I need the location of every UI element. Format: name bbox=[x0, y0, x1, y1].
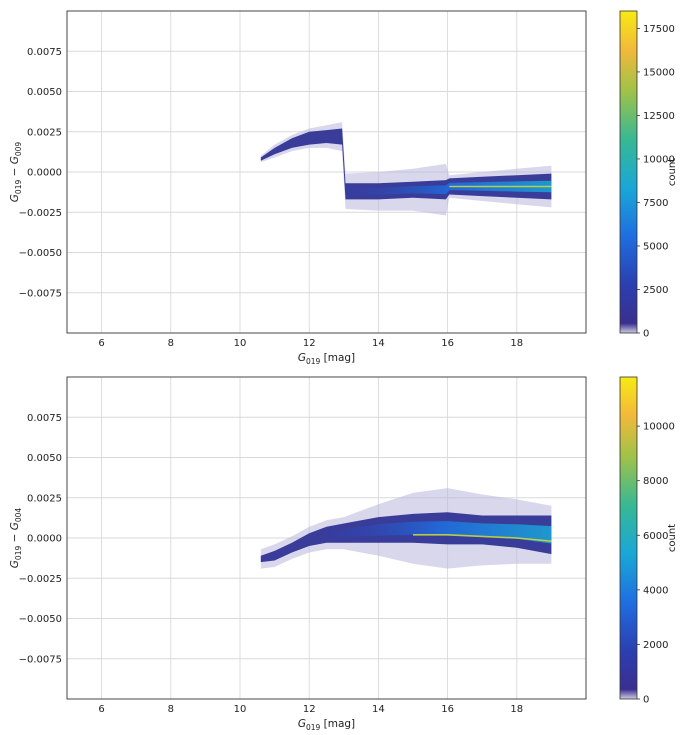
y-axis-label-left: G bbox=[9, 194, 21, 202]
colorbar-label: count bbox=[667, 524, 678, 552]
x-axis-label: G019 [mag] bbox=[298, 718, 355, 731]
y-axis-label-left: G bbox=[9, 560, 21, 568]
colorbar-tick-label: 8000 bbox=[643, 476, 668, 487]
chart-panel-1: 6 8 10 12 14 16 18 0.0075 0.0050 0.0025 0.0000 −0.0… bbox=[9, 10, 678, 366]
colorbar-tick-label: 0 bbox=[643, 695, 649, 706]
y-tick-label: 0.0075 bbox=[27, 413, 62, 424]
x-tick-label: 10 bbox=[234, 704, 247, 715]
y-axis-label-right: G bbox=[9, 156, 21, 164]
x-axis-label-subscript: 019 bbox=[306, 723, 321, 731]
y-tick-label: 0.0075 bbox=[27, 47, 62, 58]
x-tick-label: 6 bbox=[98, 704, 104, 715]
colorbar-label: count bbox=[667, 158, 678, 186]
x-axis-label: G019 [mag] bbox=[298, 352, 355, 366]
y-tick-label: 0.0050 bbox=[27, 453, 62, 464]
density-core bbox=[345, 180, 552, 195]
y-tick-label: −0.0025 bbox=[19, 574, 62, 585]
x-tick-label: 16 bbox=[441, 338, 454, 349]
axes-frame bbox=[66, 376, 587, 700]
y-axis-label: G019 − G009 bbox=[9, 142, 23, 203]
density-peak-ridge bbox=[413, 533, 552, 542]
y-axis-label-right-sub: 009 bbox=[14, 142, 23, 157]
colorbar-tick-label: 0 bbox=[643, 329, 649, 340]
colorbar-tick-label: 17500 bbox=[643, 24, 675, 35]
colorbar-tick-label: 2000 bbox=[643, 640, 668, 651]
x-axis-label-unit: [mag] bbox=[320, 352, 355, 364]
y-axis-label-right-sub: 004 bbox=[14, 508, 23, 523]
y-axis-label-left-sub: 019 bbox=[14, 546, 23, 561]
y-tick-label: −0.0050 bbox=[19, 614, 62, 625]
x-tick-label: 8 bbox=[168, 704, 174, 715]
x-axis-label-subscript: 019 bbox=[306, 357, 321, 366]
density-core bbox=[326, 521, 552, 544]
y-axis-label-op: − bbox=[9, 164, 21, 179]
y-tick-label: −0.0075 bbox=[19, 654, 62, 665]
colorbar-tick-label: 10000 bbox=[643, 154, 675, 165]
x-tick-label: 16 bbox=[441, 704, 454, 715]
x-tick-label: 12 bbox=[303, 338, 316, 349]
y-tick-label: 0.0000 bbox=[27, 534, 62, 545]
colorbar-tick-label: 15000 bbox=[643, 67, 675, 78]
y-axis-label: G019 − G004 bbox=[9, 508, 23, 569]
colorbar bbox=[619, 376, 638, 700]
x-tick-label: 18 bbox=[510, 704, 523, 715]
colorbar-tick-label: 5000 bbox=[643, 241, 668, 252]
x-axis-label-symbol: G bbox=[298, 718, 306, 730]
chart-panel-2: 6 8 10 12 14 16 18 0.0075 0.0050 0.0025 0.0000 −0.0… bbox=[9, 376, 678, 732]
colorbar-tick-label: 2500 bbox=[643, 285, 668, 296]
x-tick-label: 14 bbox=[372, 338, 385, 349]
y-tick-label: 0.0000 bbox=[27, 168, 62, 179]
y-tick-label: 0.0025 bbox=[27, 493, 62, 504]
y-axis-label-op: − bbox=[9, 530, 21, 545]
y-tick-label: −0.0075 bbox=[19, 288, 62, 299]
colorbar-tick-label: 12500 bbox=[643, 111, 675, 122]
x-axis-label-symbol: G bbox=[298, 352, 306, 364]
y-tick-label: −0.0025 bbox=[19, 208, 62, 219]
colorbar-tick-label: 10000 bbox=[643, 422, 675, 433]
x-tick-label: 18 bbox=[510, 338, 523, 349]
axes-frame bbox=[66, 10, 587, 334]
y-axis-label-right: G bbox=[9, 522, 21, 530]
x-tick-label: 10 bbox=[234, 338, 247, 349]
x-axis-label-unit: [mag] bbox=[320, 718, 355, 730]
x-tick-label: 8 bbox=[168, 338, 174, 349]
y-tick-label: 0.0050 bbox=[27, 87, 62, 98]
colorbar-tick-label: 7500 bbox=[643, 198, 668, 209]
colorbar bbox=[619, 10, 638, 334]
density-body bbox=[260, 128, 552, 200]
x-tick-label: 12 bbox=[303, 704, 316, 715]
colorbar-tick-label: 4000 bbox=[643, 585, 668, 596]
x-tick-label: 14 bbox=[372, 704, 385, 715]
y-tick-label: 0.0025 bbox=[27, 127, 62, 138]
y-axis-label-left-sub: 019 bbox=[14, 180, 23, 195]
x-tick-label: 6 bbox=[98, 338, 104, 349]
y-tick-label: −0.0050 bbox=[19, 248, 62, 259]
colorbar-tick-label: 6000 bbox=[643, 531, 668, 542]
